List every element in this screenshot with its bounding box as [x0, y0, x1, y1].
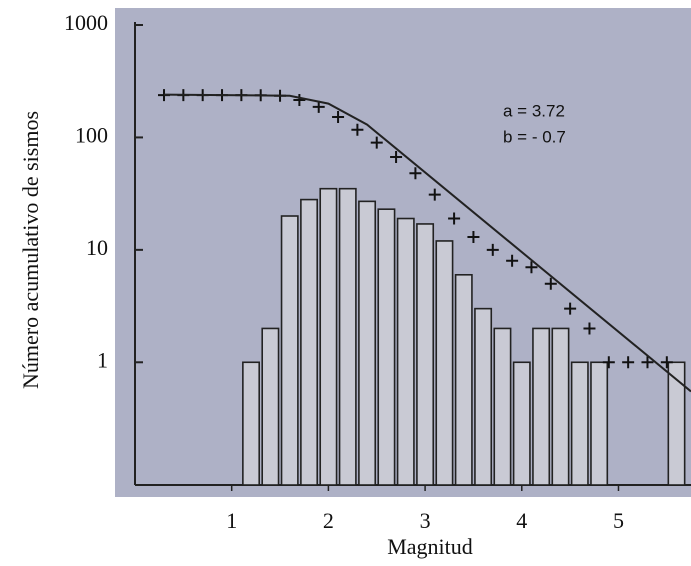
y-tick-label: 10 — [86, 235, 108, 260]
bar — [261, 327, 280, 486]
point — [428, 188, 441, 201]
bar — [338, 187, 357, 486]
bar — [358, 200, 377, 486]
point — [602, 356, 615, 369]
bar — [551, 327, 570, 486]
point — [293, 94, 306, 107]
point — [544, 277, 557, 290]
bar — [435, 240, 454, 486]
x-axis-label: Magnitud — [387, 534, 473, 559]
point — [660, 356, 673, 369]
point — [312, 100, 325, 113]
fit-line — [164, 93, 691, 393]
y-axis-label: Número acumulativo de sismos — [18, 111, 43, 389]
bar — [300, 198, 319, 486]
point — [467, 231, 480, 244]
bar — [570, 361, 589, 486]
x-tick-label: 3 — [420, 508, 431, 533]
point — [390, 150, 403, 163]
point — [583, 322, 596, 335]
point — [332, 110, 345, 123]
x-tick-label: 5 — [613, 508, 624, 533]
bar — [396, 217, 415, 486]
bar — [512, 361, 531, 486]
x-tick-label: 1 — [226, 508, 237, 533]
point — [641, 356, 654, 369]
bar — [532, 327, 551, 486]
x-tick-label: 2 — [323, 508, 334, 533]
point — [506, 254, 519, 267]
y-tick-label: 1000 — [64, 10, 108, 35]
point — [564, 302, 577, 315]
point — [622, 356, 635, 369]
bar — [319, 187, 338, 486]
x-tick-label: 4 — [516, 508, 527, 533]
bar — [493, 327, 512, 486]
y-tick-label: 1 — [97, 347, 108, 372]
annotation: b = - 0.7 — [503, 127, 566, 146]
bar — [242, 361, 261, 486]
annotation: a = 3.72 — [503, 101, 565, 120]
bar — [377, 208, 396, 486]
point — [370, 136, 383, 149]
point — [409, 167, 422, 180]
bar — [474, 307, 493, 486]
point — [525, 261, 538, 274]
bar — [454, 273, 473, 486]
bar — [667, 361, 686, 486]
bar — [590, 361, 609, 486]
point — [351, 123, 364, 136]
y-tick-label: 100 — [75, 122, 108, 147]
point — [448, 212, 461, 225]
bar — [416, 223, 435, 486]
bar — [280, 215, 299, 486]
point — [486, 243, 499, 256]
